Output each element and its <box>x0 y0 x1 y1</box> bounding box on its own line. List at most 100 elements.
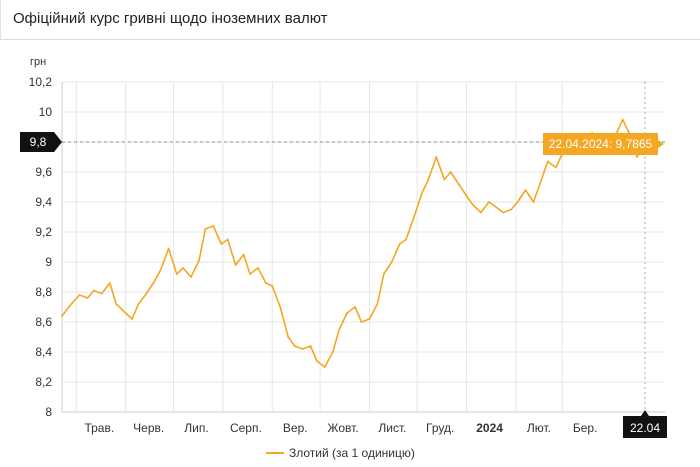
data-point <box>145 292 148 295</box>
data-point <box>376 303 379 305</box>
y-tick-label: 8,2 <box>35 375 52 389</box>
data-point <box>131 318 134 320</box>
data-point <box>354 306 356 308</box>
data-point <box>413 216 415 218</box>
data-point <box>494 205 497 208</box>
y-tick-label: 8,4 <box>35 345 52 359</box>
data-point <box>316 360 318 362</box>
x-tick-label: Жовт. <box>327 421 358 435</box>
data-point <box>546 160 549 163</box>
data-point <box>293 345 296 347</box>
data-point <box>212 225 215 227</box>
data-point <box>554 166 557 169</box>
x-tick-label: Груд. <box>426 421 454 435</box>
data-point <box>78 294 81 296</box>
y-axis-unit-label: грн <box>30 56 46 68</box>
data-point <box>488 201 490 203</box>
data-point <box>249 273 251 275</box>
data-point <box>108 282 111 284</box>
data-point <box>532 201 535 203</box>
data-point <box>234 264 237 266</box>
x-tick-label: Серп. <box>230 421 262 435</box>
x-axis-labels: Трав. Черв. Лип. Серп. Вер. Жовт. Лист. Груд. 20… <box>84 421 597 435</box>
y-tick-label: 9,4 <box>35 195 52 209</box>
data-point <box>427 178 430 181</box>
data-point <box>465 195 468 197</box>
x-tick-label: Трав. <box>84 421 114 435</box>
y-tick-label: 9,6 <box>35 165 52 179</box>
data-point <box>153 280 156 283</box>
tooltip-box <box>543 133 664 156</box>
crosshair: 9,8 22.04 <box>20 82 667 438</box>
y-tick-label: 8 <box>45 405 52 419</box>
data-point <box>220 243 223 245</box>
crosshair-x-label-box <box>623 410 667 438</box>
tooltip: 22.04.2024: 9,7865 <box>543 133 664 156</box>
data-point <box>198 259 200 262</box>
data-point <box>69 304 71 307</box>
data-point <box>271 285 274 287</box>
data-point <box>360 321 363 323</box>
data-point <box>435 156 438 158</box>
y-tick-label: 8,6 <box>35 315 52 329</box>
data-point <box>443 178 446 181</box>
data-point <box>175 273 178 275</box>
data-point <box>309 345 312 347</box>
data-point <box>331 351 334 353</box>
grid-layer <box>61 81 665 413</box>
data-point <box>190 276 192 278</box>
y-tick-label: 9,2 <box>35 225 52 239</box>
data-point <box>346 312 348 314</box>
y-tick-label: 9 <box>45 255 52 269</box>
crosshair-y-label-box <box>20 132 62 152</box>
x-tick-label: Вер. <box>283 421 308 435</box>
data-point <box>524 189 527 191</box>
legend[interactable]: Злотий (за 1 одиницю) <box>266 446 415 460</box>
data-point <box>100 292 103 295</box>
data-point <box>368 318 371 320</box>
data-point <box>398 243 401 245</box>
data-point <box>167 247 170 250</box>
data-point <box>86 297 89 299</box>
data-point <box>516 201 519 203</box>
data-point <box>242 253 245 256</box>
data-point <box>115 303 118 305</box>
crosshair-x-label: 22.04 <box>630 421 660 435</box>
data-point <box>480 211 482 214</box>
tooltip-text: 22.04.2024: 9,7865 <box>549 137 653 151</box>
chart-header: Офіційний курс гривні щодо іноземних вал… <box>0 0 700 40</box>
page-title: Офіційний курс гривні щодо іноземних вал… <box>13 10 328 27</box>
data-point <box>421 192 423 194</box>
y-tick-label: 8,8 <box>35 285 52 299</box>
data-point <box>636 156 638 158</box>
data-point <box>279 306 282 308</box>
x-tick-label: Лист. <box>378 421 406 435</box>
data-point <box>449 171 452 173</box>
y-tick-label: 10 <box>39 105 53 119</box>
legend-label[interactable]: Злотий (за 1 одиницю) <box>289 446 415 460</box>
x-tick-label: Лип. <box>184 421 208 435</box>
series-layer <box>61 118 646 368</box>
data-point <box>472 204 474 206</box>
crosshair-y-label: 9,8 <box>30 135 47 149</box>
data-point <box>502 211 505 214</box>
x-tick-label: Черв. <box>133 421 164 435</box>
y-tick-label: 10,2 <box>29 75 53 89</box>
exchange-rate-chart[interactable]: 8 8,2 8,4 8,6 8,8 9 9,2 9,4 9,6 9,8 10 10,2 Трав. Че… <box>0 40 700 467</box>
series-line-zloty <box>61 118 646 368</box>
data-point <box>539 183 541 185</box>
data-point <box>123 310 125 313</box>
x-tick-label: Лют. <box>527 421 551 435</box>
data-point <box>323 366 326 368</box>
data-point <box>226 238 229 241</box>
data-point <box>257 267 259 269</box>
data-point <box>137 303 140 305</box>
data-point <box>61 315 63 317</box>
data-point <box>301 348 304 350</box>
x-tick-label: Бер. <box>573 421 598 435</box>
data-point <box>204 228 207 230</box>
x-tick-label: 2024 <box>476 421 503 435</box>
data-point <box>510 208 513 211</box>
data-point <box>265 282 267 284</box>
data-point <box>93 289 95 292</box>
